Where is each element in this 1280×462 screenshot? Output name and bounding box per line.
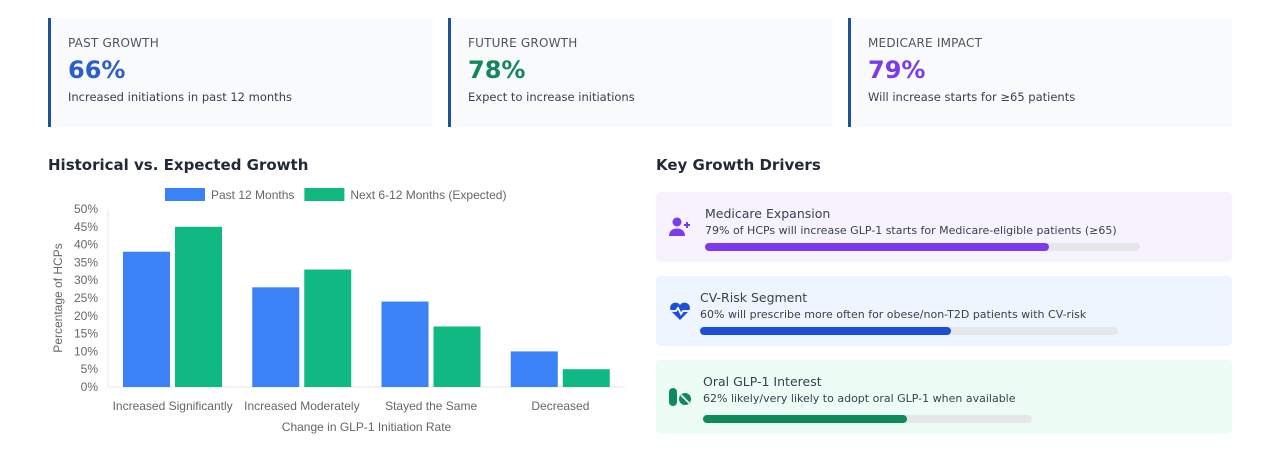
metric-label: MEDICARE IMPACT xyxy=(868,36,983,50)
heart-pulse-icon xyxy=(668,299,692,323)
x-tick-label: Increased Moderately xyxy=(244,399,359,413)
driver-desc: 79% of HCPs will increase GLP-1 starts f… xyxy=(705,224,1117,237)
metric-desc: Will increase starts for ≥65 patients xyxy=(868,90,1076,104)
driver-progress-track xyxy=(705,243,1140,251)
metric-card-past-growth: PAST GROWTH 66% Increased initiations in… xyxy=(48,18,432,127)
driver-progress-track xyxy=(703,415,1032,423)
y-tick-label: 0% xyxy=(81,380,99,394)
driver-progress-fill xyxy=(703,415,907,423)
metric-card-future-growth: FUTURE GROWTH 78% Expect to increase ini… xyxy=(448,18,832,127)
growth-bar-chart: 0% 5% 10% 15% 20% 25% 30% 35% 40% 45% 50% Increased… xyxy=(51,188,625,434)
y-tick-label: 45% xyxy=(74,220,98,234)
x-axis-title: Change in GLP-1 Initiation Rate xyxy=(282,420,452,434)
y-tick-label: 5% xyxy=(81,362,99,376)
pills-icon xyxy=(668,385,692,409)
legend-swatch[interactable] xyxy=(165,188,205,201)
y-tick-label: 30% xyxy=(74,273,98,287)
x-tick-label: Increased Significantly xyxy=(113,399,233,413)
bar-expected xyxy=(433,326,481,387)
chart-title: Historical vs. Expected Growth xyxy=(48,156,309,174)
y-tick-label: 25% xyxy=(74,291,98,305)
driver-progress-fill xyxy=(705,243,1049,251)
x-tick-label: Decreased xyxy=(531,399,589,413)
metric-card-medicare-impact: MEDICARE IMPACT 79% Will increase starts… xyxy=(848,18,1232,127)
driver-progress-fill xyxy=(700,327,951,335)
metric-value: 79% xyxy=(868,56,926,84)
legend-swatch[interactable] xyxy=(304,188,345,201)
driver-card: Medicare Expansion 79% of HCPs will incre… xyxy=(656,192,1232,262)
driver-card: CV-Risk Segment 60% will prescribe more o… xyxy=(656,276,1232,346)
user-plus-icon xyxy=(668,215,692,239)
legend-label[interactable]: Next 6-12 Months (Expected) xyxy=(350,188,506,202)
y-tick-label: 40% xyxy=(74,238,98,252)
driver-progress-track xyxy=(700,327,1118,335)
y-tick-label: 15% xyxy=(74,327,98,341)
y-tick-label: 35% xyxy=(74,255,98,269)
metric-desc: Expect to increase initiations xyxy=(468,90,635,104)
bar-expected xyxy=(562,369,610,387)
bar-past xyxy=(123,251,170,387)
driver-desc: 60% will prescribe more often for obese/… xyxy=(700,308,1087,321)
y-axis-title: Percentage of HCPs xyxy=(51,243,65,352)
y-tick-label: 10% xyxy=(74,344,98,358)
metric-label: FUTURE GROWTH xyxy=(468,36,578,50)
bar-past xyxy=(252,287,300,387)
metric-value: 66% xyxy=(68,56,126,84)
bar-past xyxy=(381,301,429,387)
y-tick-label: 50% xyxy=(74,202,98,216)
driver-title: CV-Risk Segment xyxy=(700,290,808,305)
metric-value: 78% xyxy=(468,56,526,84)
metric-label: PAST GROWTH xyxy=(68,36,159,50)
bar-expected xyxy=(304,269,352,387)
metric-desc: Increased initiations in past 12 months xyxy=(68,90,292,104)
driver-card: Oral GLP-1 Interest 62% likely/very likel… xyxy=(656,360,1232,434)
bar-expected xyxy=(175,226,222,387)
legend-label[interactable]: Past 12 Months xyxy=(211,188,294,202)
drivers-title: Key Growth Drivers xyxy=(656,156,821,174)
driver-title: Oral GLP-1 Interest xyxy=(703,374,822,389)
y-tick-label: 20% xyxy=(74,309,98,323)
bar-past xyxy=(510,351,558,387)
driver-desc: 62% likely/very likely to adopt oral GLP… xyxy=(703,392,1016,405)
x-tick-label: Stayed the Same xyxy=(385,399,477,413)
driver-title: Medicare Expansion xyxy=(705,206,831,221)
